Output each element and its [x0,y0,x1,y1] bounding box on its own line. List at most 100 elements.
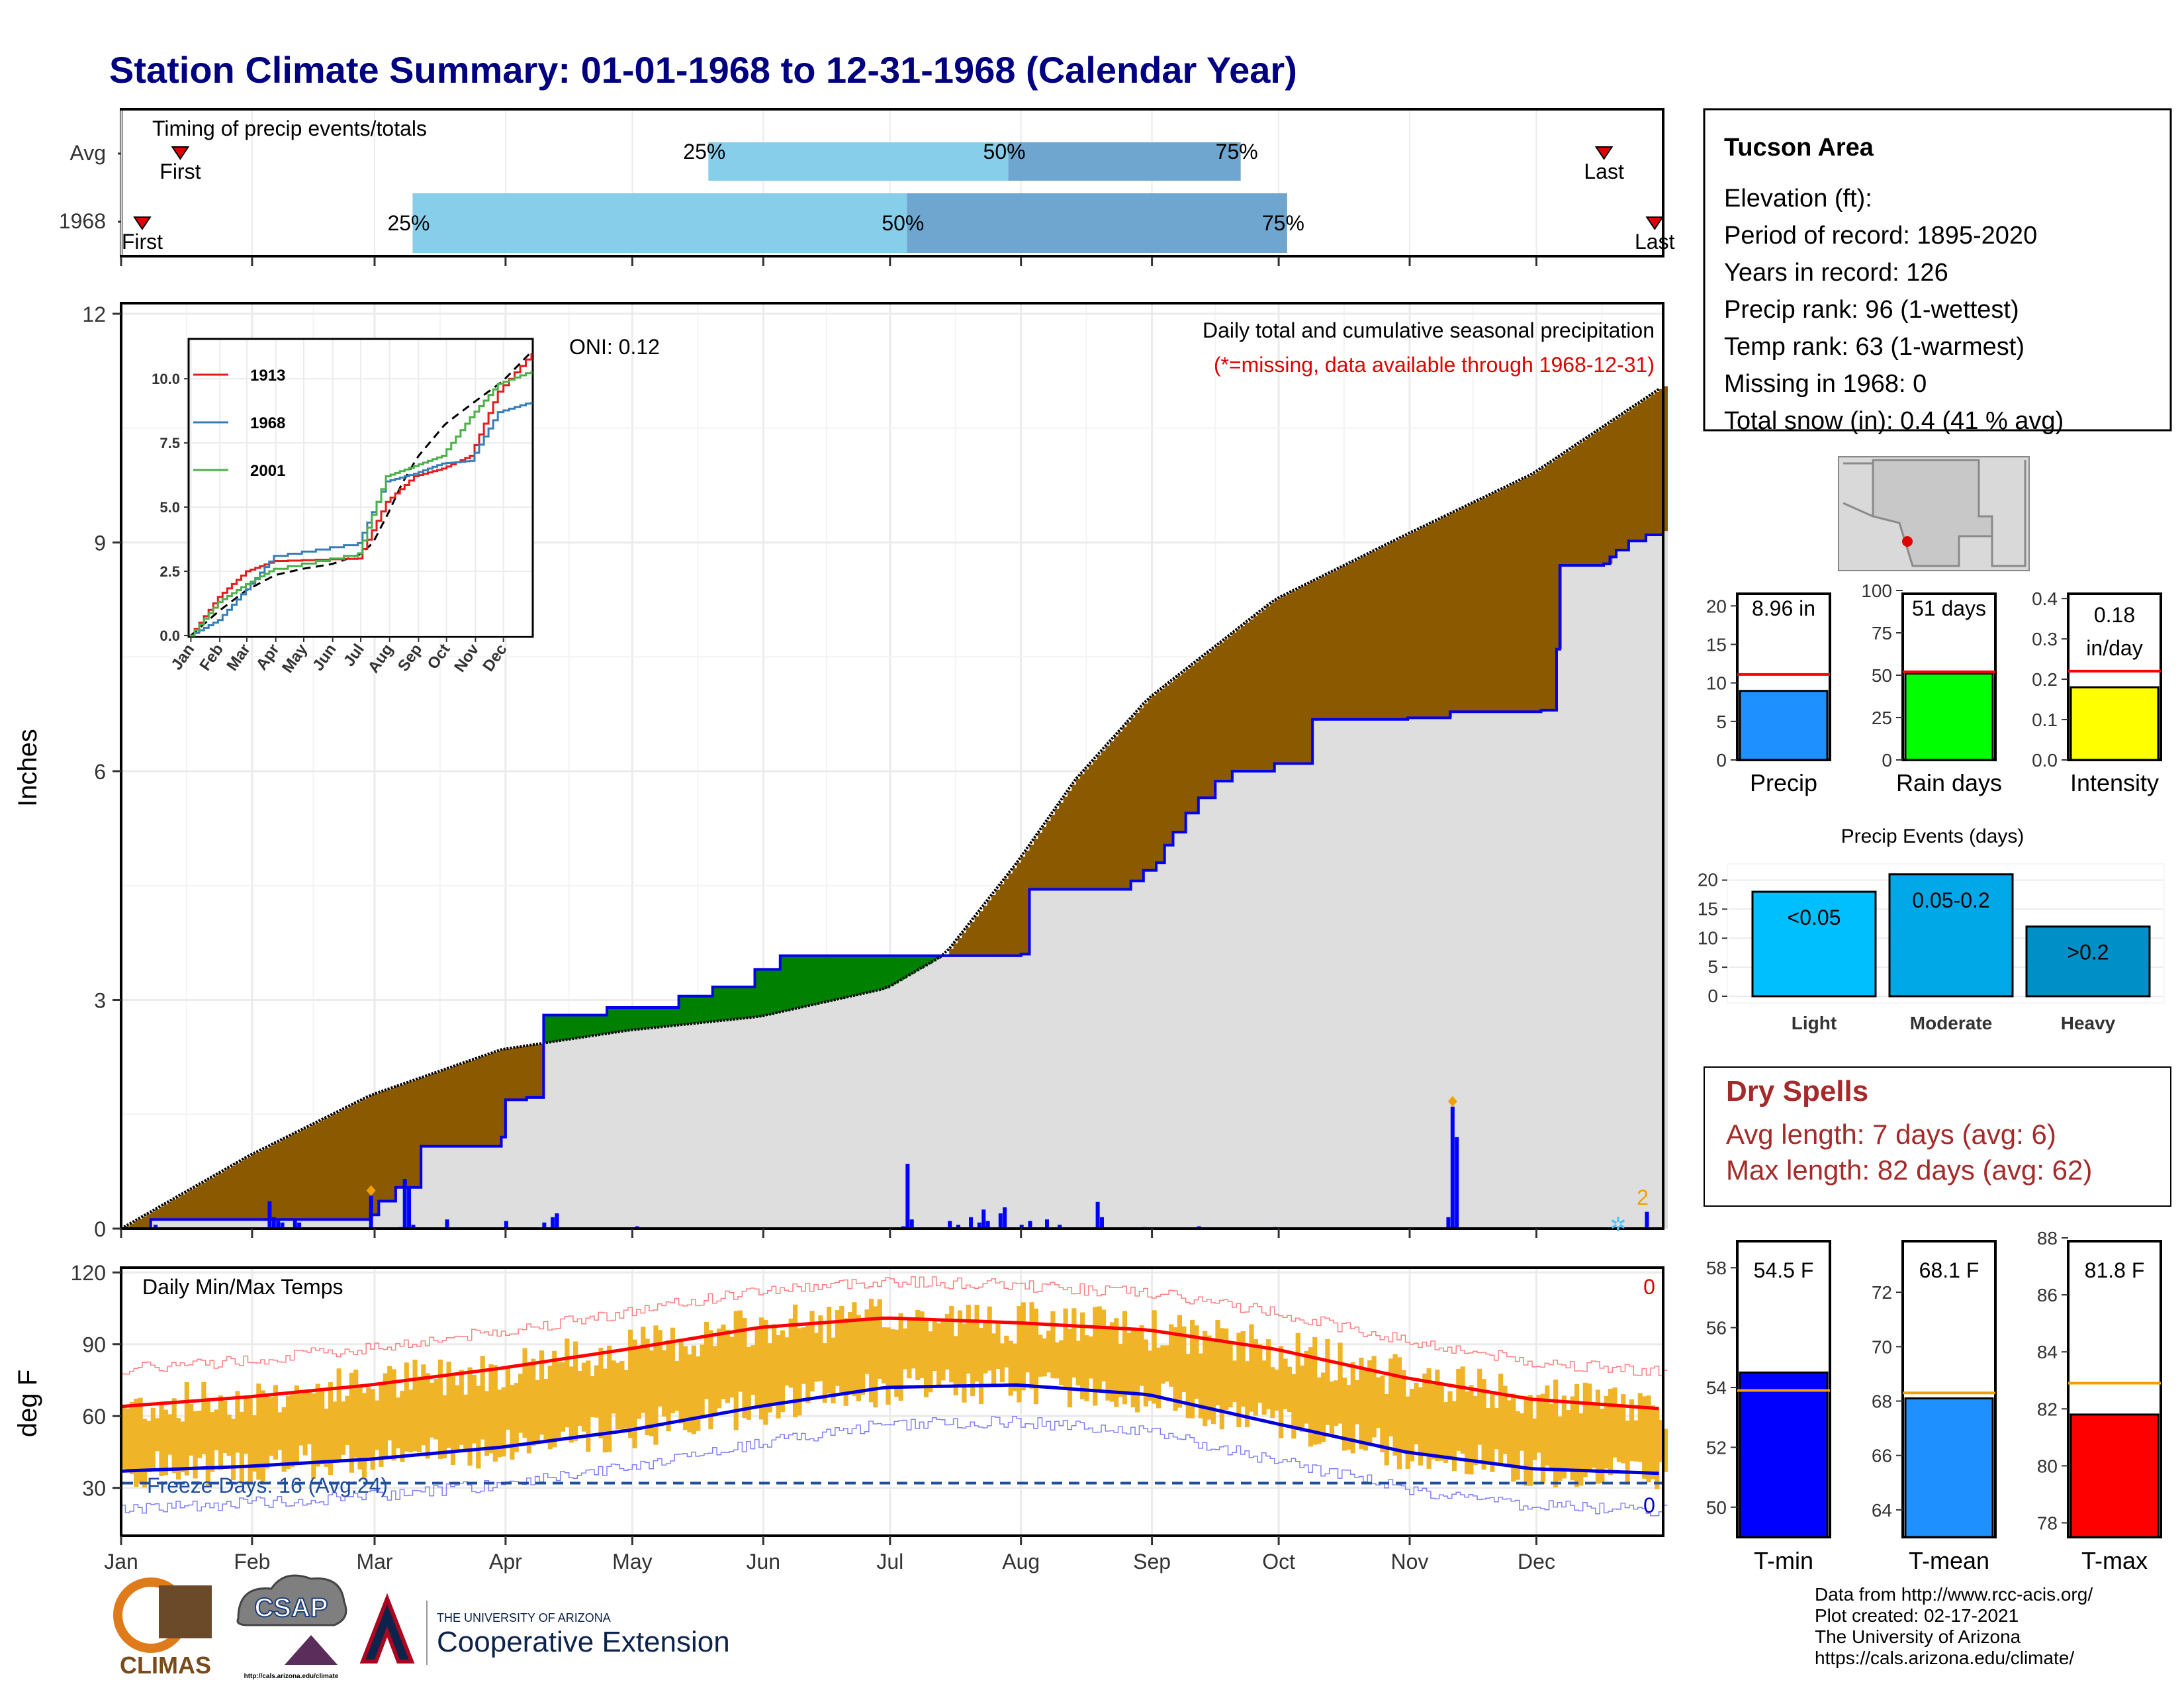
temps-daily-range-bar [607,1345,612,1452]
precip-base-fill [839,998,844,1229]
temps-daily-range-bar [894,1329,899,1397]
precip-base-fill [1160,863,1165,1229]
precip-base-fill [957,955,962,1229]
precip-diff-fill [1038,832,1043,890]
temps-daily-range-bar [1206,1335,1212,1420]
temps-daily-range-bar [1114,1318,1119,1407]
precip-diff-fill [531,1045,536,1098]
precip-base-fill [712,1021,717,1229]
border-lines [1843,462,1874,518]
precip-base-fill [923,966,929,1229]
precip-diff-fill [1050,814,1056,890]
precip-base-fill [852,996,857,1229]
temps-daily-range-bar [1511,1393,1516,1482]
precip-diff-fill [818,955,823,1004]
precip-base-fill [1582,565,1588,1229]
summary-y-tick-label: 0.0 [2032,750,2058,771]
precip-diff-fill [797,955,802,1009]
month-tick-label: Feb [234,1550,270,1573]
temps-daily-range-bar [813,1333,819,1382]
precip-base-fill [1595,565,1600,1229]
precip-base-fill [1469,712,1474,1229]
precip-base-fill [1612,557,1617,1229]
temps-daily-range-bar [505,1366,511,1430]
precip-base-fill [535,1097,540,1229]
temps-daily-range-bar [1464,1391,1470,1475]
temps-daily-range-bar [433,1379,439,1440]
events-bar-Light [1751,890,1877,998]
precip-diff-fill [1506,486,1512,712]
precip-base-fill [1097,889,1102,1229]
temps-daily-range-bar [1536,1395,1541,1453]
precip-base-fill [1156,863,1161,1229]
temps-daily-range-bar [497,1389,502,1458]
precip-base-fill [302,1219,308,1229]
temps-daily-range-bar [1637,1393,1643,1462]
month-tick-label: Apr [489,1550,522,1573]
precip-base-fill [607,1033,612,1229]
temps-daily-range-bar [1139,1325,1144,1386]
precip-diff-fill [1540,468,1545,712]
precip-base-fill [729,1019,735,1229]
events-bar-label: >0.2 [2067,941,2109,964]
precip-diff-fill [1063,796,1068,890]
temps-daily-range-bar [1279,1346,1284,1438]
precip-diff-fill [670,1008,675,1026]
precip-base-fill [1418,718,1423,1229]
precip-base-fill [835,1000,840,1229]
precip-base-fill [847,997,852,1229]
temps-daily-range-bar [1143,1339,1149,1407]
precip-base-fill [1506,712,1512,1229]
temps-daily-range-bar [526,1366,532,1454]
precip-base-fill [860,994,866,1229]
precip-base-fill [522,1100,527,1229]
precip-base-fill [632,1029,637,1229]
temps-daily-range-bar [1566,1410,1571,1472]
station-info-line: Period of record: 1895-2020 [1724,222,2037,250]
precip-base-fill [1126,889,1132,1229]
temps-daily-range-bar [1494,1407,1499,1450]
precip-daily-bar [551,1217,555,1229]
temps-daily-range-bar [1595,1389,1601,1484]
precip-diff-fill [134,1221,139,1229]
precip-diff-fill [1600,428,1605,566]
temps-daily-range-bar [1291,1374,1297,1439]
precip-diff-fill [1384,545,1389,720]
precip-diff-fill [1616,417,1621,551]
temps-daily-range-bar [847,1311,853,1392]
precip-base-fill [290,1219,295,1229]
precip-diff-fill [822,955,827,1003]
temp-summary-y-tick-label: 64 [1872,1500,1892,1521]
temps-daily-range-bar [366,1387,371,1458]
precip-base-fill [1388,719,1394,1229]
temps-daily-range-bar [1253,1339,1258,1416]
precip-diff-fill [1346,564,1351,720]
temps-daily-range-bar [725,1329,731,1403]
precip-base-fill [1304,763,1309,1229]
inset-y-tick-label: 5.0 [159,499,180,516]
precip-diff-fill [1396,539,1402,720]
precip-base-fill [543,1043,549,1229]
precip-base-fill [1109,889,1115,1229]
temps-daily-range-bar [1426,1368,1432,1469]
precip-base-fill [1464,712,1469,1229]
temp-summary-y-tick-label: 68 [1872,1391,1892,1412]
precip-diff-fill [353,1103,359,1220]
precip-diff-fill [577,1015,582,1039]
precip-base-fill [1456,712,1461,1229]
events-y-tick-label: 5 [1707,957,1718,977]
temps-title: Daily Min/Max Temps [142,1275,343,1299]
precip-diff-fill [1054,808,1060,890]
precip-base-fill [907,976,912,1229]
temps-daily-range-bar [1097,1306,1102,1393]
precip-diff-fill [395,1086,400,1188]
temps-daily-range-bar [809,1311,815,1392]
temps-daily-range-bar [1173,1327,1178,1411]
precip-y-tick-label: 0 [94,1217,106,1241]
temps-daily-range-bar [1169,1324,1174,1387]
temps-daily-range-bar [1570,1396,1575,1481]
precip-base-fill [1181,832,1187,1229]
precip-base-fill [594,1035,599,1229]
snow-count: 2 [1637,1186,1649,1209]
temps-daily-range-bar [1388,1358,1394,1437]
